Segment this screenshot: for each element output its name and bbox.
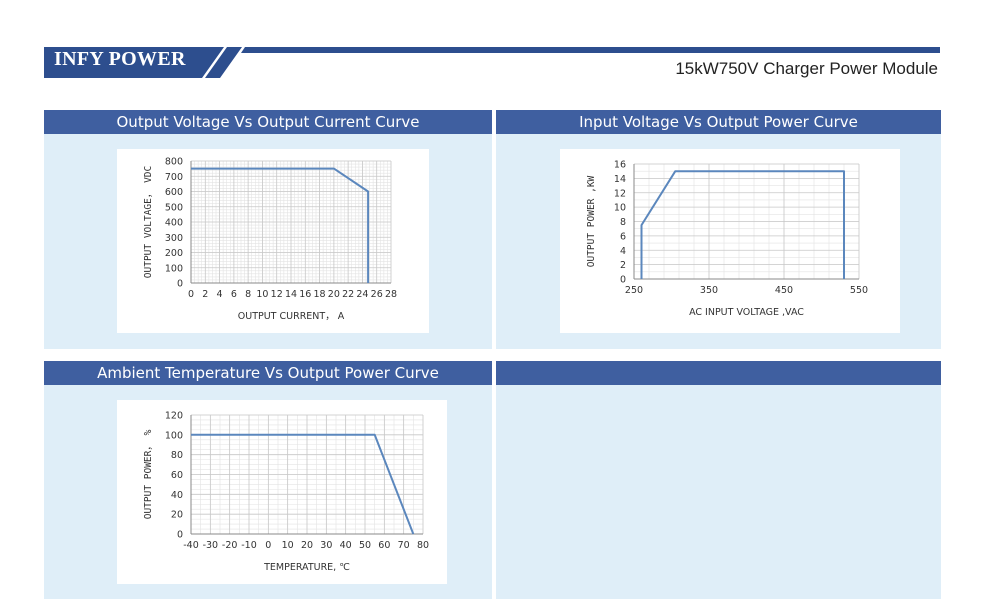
series-line — [640, 170, 845, 279]
y-tick-label: 600 — [165, 187, 183, 198]
header: INFY POWER 15kW750V Charger Power Module — [44, 44, 940, 78]
series-line — [191, 167, 370, 283]
x-tick-label: 2 — [202, 289, 208, 300]
x-tick-label: 28 — [385, 289, 397, 300]
y-axis-title: OUTPUT POWER， % — [143, 429, 154, 519]
x-tick-label: 350 — [700, 285, 718, 296]
x-tick-label: 18 — [314, 289, 326, 300]
y-tick-label: 10 — [614, 203, 626, 214]
y-tick-label: 0 — [177, 530, 183, 541]
y-axis-title: OUTPUT POWER ,KW — [586, 175, 597, 267]
x-tick-label: 0 — [265, 540, 271, 551]
x-tick-label: 0 — [188, 289, 194, 300]
x-tick-label: 24 — [356, 289, 368, 300]
x-tick-label: 10 — [282, 540, 294, 551]
x-tick-label: 26 — [371, 289, 383, 300]
x-tick-label: 4 — [217, 289, 223, 300]
brand-block — [44, 47, 224, 78]
x-tick-label: 6 — [231, 289, 237, 300]
x-axis-title: TEMPERATURE, ℃ — [263, 562, 350, 573]
y-tick-label: 12 — [614, 188, 626, 199]
y-tick-label: 4 — [620, 246, 626, 257]
x-tick-label: 40 — [340, 540, 352, 551]
y-tick-label: 16 — [614, 160, 626, 171]
x-tick-label: -30 — [203, 540, 219, 551]
x-tick-label: 50 — [359, 540, 371, 551]
voltage-current-plot: 0 2 4 6 8 10 12 14 16 18 20 22 24 26 28010020030040050… — [143, 157, 397, 323]
input-power-plot: 250 350 450 550 0 2 4 6 8 10 12 14 16 AC INPUT VOLTAG… — [586, 160, 868, 319]
chart-input-power: 250 350 450 550 0 2 4 6 8 10 12 14 16 AC INPUT VOLTAG… — [560, 149, 900, 333]
x-tick-label: 12 — [271, 289, 283, 300]
y-tick-label: 0 — [177, 279, 183, 290]
chart-voltage-current: 0 2 4 6 8 10 12 14 16 18 20 22 24 26 28 0 100 200 300 400 50… — [117, 149, 429, 333]
x-tick-label: 80 — [417, 540, 429, 551]
y-tick-label: 40 — [171, 490, 183, 501]
y-tick-label: 800 — [165, 157, 183, 168]
x-tick-label: 450 — [775, 285, 793, 296]
panel-empty — [496, 361, 941, 599]
y-tick-label: 700 — [165, 172, 183, 183]
y-tick-label: 60 — [171, 470, 183, 481]
brand-slash — [205, 47, 242, 78]
temperature-power-plot: -40 -30 -20 -10 0 10 20 30 40 50 60 70 80 0 20 40 60 80 10… — [143, 411, 429, 574]
x-axis-title: OUTPUT CURRENT， A — [238, 311, 345, 322]
y-tick-label: 20 — [171, 510, 183, 521]
x-tick-label: 10 — [256, 289, 268, 300]
panel-title — [496, 361, 941, 385]
y-tick-label: 100 — [165, 263, 183, 274]
panel-temperature-power: Ambient Temperature Vs Output Power Curv… — [44, 361, 492, 599]
y-tick-label: 400 — [165, 218, 183, 229]
x-axis-title: AC INPUT VOLTAGE ,VAC — [689, 307, 804, 318]
x-tick-label: 16 — [299, 289, 311, 300]
x-tick-label: 20 — [328, 289, 340, 300]
y-tick-label: 8 — [620, 217, 626, 228]
x-tick-label: -40 — [183, 540, 199, 551]
x-tick-label: 550 — [850, 285, 868, 296]
y-tick-label: 120 — [165, 411, 183, 422]
x-tick-label: 20 — [301, 540, 313, 551]
chart-temperature-power: -40 -30 -20 -10 0 10 20 30 40 50 60 70 80 0 20 40 60 80 10… — [117, 400, 447, 584]
y-tick-label: 2 — [620, 260, 626, 271]
panel-title: Output Voltage Vs Output Current Curve — [44, 110, 492, 134]
x-tick-label: 60 — [378, 540, 390, 551]
brand-logo-text: INFY POWER — [54, 48, 186, 70]
x-tick-label: 22 — [342, 289, 354, 300]
product-title: 15kW750V Charger Power Module — [675, 59, 938, 78]
y-axis-title: OUTPUT VOLTAGE， VDC — [143, 166, 154, 278]
x-tick-label: 30 — [320, 540, 332, 551]
panel-voltage-current: Output Voltage Vs Output Current Curve 0… — [44, 110, 492, 349]
header-rule — [241, 47, 940, 53]
y-tick-label: 14 — [614, 174, 626, 185]
y-tick-label: 0 — [620, 275, 626, 286]
y-tick-label: 300 — [165, 233, 183, 244]
x-tick-label: -20 — [222, 540, 238, 551]
y-tick-label: 100 — [165, 430, 183, 441]
panel-title: Ambient Temperature Vs Output Power Curv… — [44, 361, 492, 385]
y-tick-label: 200 — [165, 248, 183, 259]
x-tick-label: 8 — [245, 289, 251, 300]
panel-input-power: Input Voltage Vs Output Power Curve 250 3… — [496, 110, 941, 349]
brand-banner — [44, 47, 940, 78]
series-line — [191, 433, 415, 535]
y-tick-label: 80 — [171, 450, 183, 461]
x-tick-label: 70 — [398, 540, 410, 551]
x-tick-label: 14 — [285, 289, 297, 300]
y-tick-label: 500 — [165, 202, 183, 213]
x-tick-label: -10 — [241, 540, 257, 551]
panel-title: Input Voltage Vs Output Power Curve — [496, 110, 941, 134]
y-tick-label: 6 — [620, 231, 626, 242]
x-tick-label: 250 — [625, 285, 643, 296]
